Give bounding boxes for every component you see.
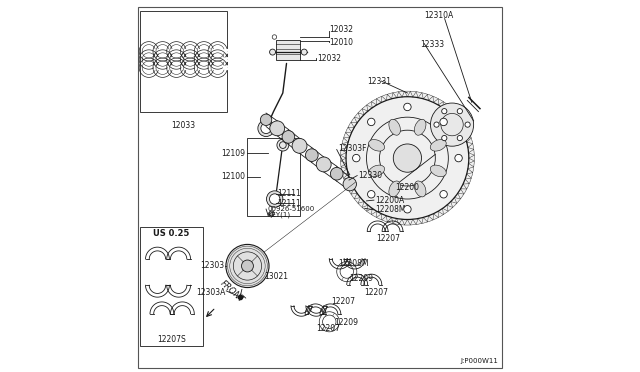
Circle shape — [457, 135, 463, 141]
Circle shape — [434, 122, 439, 127]
Circle shape — [269, 49, 276, 55]
Text: 12209: 12209 — [334, 318, 358, 327]
Text: US 0.25: US 0.25 — [153, 229, 189, 238]
Circle shape — [431, 103, 474, 146]
Circle shape — [261, 123, 271, 134]
Text: 12200: 12200 — [395, 183, 419, 192]
Circle shape — [241, 260, 253, 272]
Circle shape — [353, 154, 360, 162]
Circle shape — [367, 118, 375, 126]
Text: 00926-51600: 00926-51600 — [267, 206, 314, 212]
Text: 12207: 12207 — [365, 288, 388, 296]
Circle shape — [258, 120, 275, 137]
Ellipse shape — [389, 119, 401, 135]
Text: 12111: 12111 — [277, 199, 301, 208]
Circle shape — [292, 138, 307, 153]
Text: 12303: 12303 — [200, 262, 224, 270]
Text: 12100: 12100 — [221, 172, 246, 181]
Circle shape — [282, 131, 294, 143]
Ellipse shape — [430, 165, 446, 177]
Text: 12032: 12032 — [330, 25, 354, 34]
Circle shape — [440, 190, 447, 198]
Ellipse shape — [415, 181, 426, 197]
Circle shape — [269, 194, 280, 204]
Circle shape — [442, 109, 447, 114]
Text: 13021: 13021 — [264, 272, 288, 280]
Ellipse shape — [430, 140, 446, 151]
Circle shape — [266, 191, 283, 207]
Text: 12111: 12111 — [277, 189, 301, 198]
Circle shape — [340, 91, 474, 225]
Ellipse shape — [415, 119, 426, 135]
Circle shape — [455, 154, 462, 162]
Text: 12207: 12207 — [331, 297, 355, 306]
Circle shape — [316, 157, 331, 172]
Text: 12207S: 12207S — [157, 335, 186, 344]
Text: 12208M: 12208M — [338, 259, 369, 268]
Text: 12207: 12207 — [316, 324, 340, 333]
Circle shape — [330, 167, 343, 180]
Text: 12333: 12333 — [420, 40, 445, 49]
Circle shape — [305, 149, 318, 161]
Ellipse shape — [369, 165, 385, 177]
Circle shape — [270, 121, 285, 136]
Ellipse shape — [389, 181, 401, 197]
Bar — [140, 11, 227, 112]
Circle shape — [367, 190, 375, 198]
Bar — [140, 227, 203, 346]
Circle shape — [440, 118, 447, 126]
Text: 12010: 12010 — [330, 38, 354, 47]
Circle shape — [404, 206, 411, 213]
Text: 12310A: 12310A — [424, 12, 454, 20]
Text: 12109: 12109 — [221, 149, 246, 158]
Text: 12208M: 12208M — [375, 205, 406, 214]
Bar — [268, 213, 273, 218]
Text: 12200A: 12200A — [375, 196, 404, 205]
Circle shape — [343, 177, 356, 191]
Circle shape — [226, 244, 269, 288]
Text: 12303F: 12303F — [338, 144, 366, 153]
Text: KEY(1): KEY(1) — [267, 211, 291, 218]
Circle shape — [260, 114, 272, 125]
Text: 12209: 12209 — [349, 274, 373, 283]
Text: 12033: 12033 — [172, 121, 195, 130]
Circle shape — [301, 49, 307, 55]
Circle shape — [404, 103, 411, 111]
Circle shape — [394, 144, 422, 172]
Text: 12330: 12330 — [358, 171, 383, 180]
Text: J:P000W11: J:P000W11 — [461, 358, 499, 364]
Circle shape — [277, 139, 289, 151]
Text: 12331: 12331 — [367, 77, 392, 86]
Text: 12303A: 12303A — [196, 288, 225, 296]
Circle shape — [465, 122, 470, 127]
Text: 12207: 12207 — [376, 234, 401, 243]
Circle shape — [269, 211, 275, 216]
Ellipse shape — [369, 140, 385, 151]
Bar — [248, 138, 300, 216]
Bar — [276, 40, 300, 61]
Circle shape — [442, 135, 447, 141]
Circle shape — [457, 109, 463, 114]
Text: 12032: 12032 — [317, 54, 341, 62]
Text: FRONT: FRONT — [219, 279, 246, 305]
